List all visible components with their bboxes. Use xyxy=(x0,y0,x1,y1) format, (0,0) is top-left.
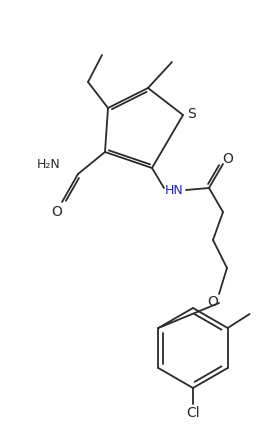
Text: S: S xyxy=(187,107,195,121)
Text: O: O xyxy=(208,295,218,309)
Text: O: O xyxy=(222,152,234,166)
Text: Cl: Cl xyxy=(186,406,200,420)
Text: H₂N: H₂N xyxy=(36,158,60,170)
Text: HN: HN xyxy=(165,184,183,196)
Text: O: O xyxy=(52,205,62,219)
